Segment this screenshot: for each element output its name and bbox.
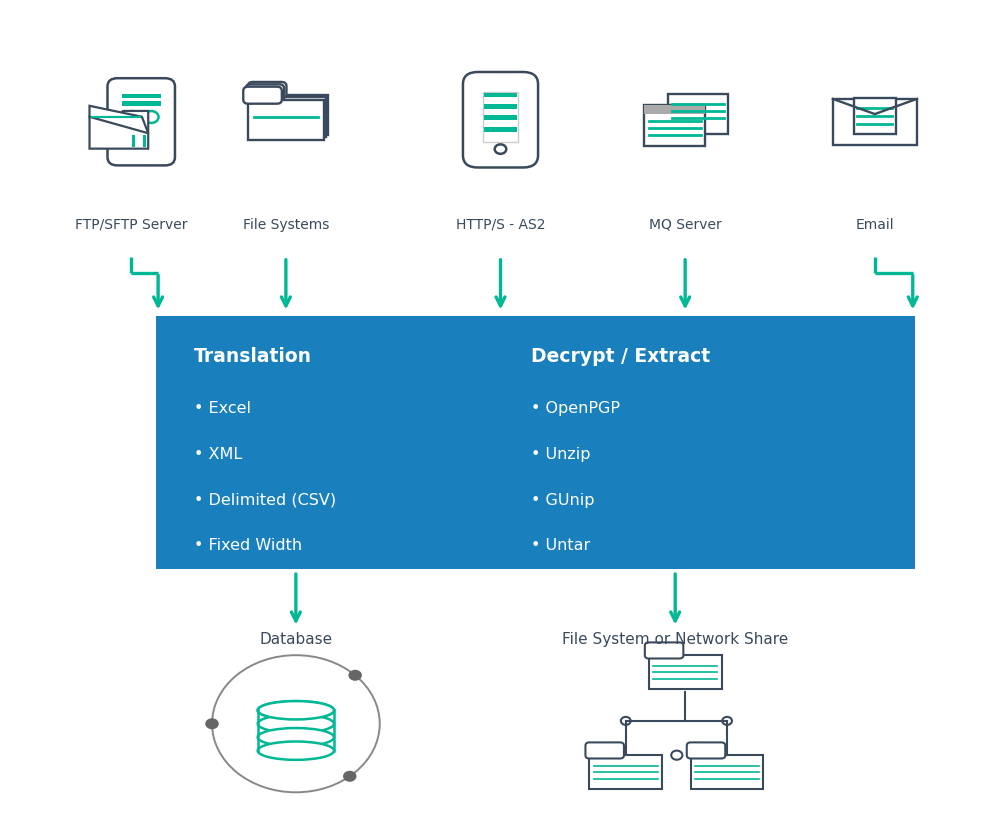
FancyBboxPatch shape xyxy=(250,97,326,138)
Circle shape xyxy=(348,670,362,681)
Polygon shape xyxy=(89,106,148,133)
FancyBboxPatch shape xyxy=(243,87,282,104)
FancyBboxPatch shape xyxy=(122,102,160,106)
FancyBboxPatch shape xyxy=(484,115,517,120)
FancyBboxPatch shape xyxy=(245,84,284,102)
FancyBboxPatch shape xyxy=(586,742,624,758)
Ellipse shape xyxy=(257,714,334,733)
Text: File System or Network Share: File System or Network Share xyxy=(563,632,789,647)
FancyBboxPatch shape xyxy=(645,642,684,658)
Text: • Untar: • Untar xyxy=(532,538,591,554)
Ellipse shape xyxy=(257,728,334,746)
FancyBboxPatch shape xyxy=(484,104,517,109)
Text: Database: Database xyxy=(259,632,332,647)
Text: • Unzip: • Unzip xyxy=(532,447,591,462)
FancyBboxPatch shape xyxy=(649,655,722,690)
Text: • OpenPGP: • OpenPGP xyxy=(532,401,621,416)
Text: • Delimited (CSV): • Delimited (CSV) xyxy=(194,493,336,508)
Circle shape xyxy=(722,717,732,725)
FancyBboxPatch shape xyxy=(484,127,517,132)
FancyBboxPatch shape xyxy=(833,99,917,145)
Text: • Excel: • Excel xyxy=(194,401,251,416)
FancyBboxPatch shape xyxy=(645,106,705,146)
Text: Email: Email xyxy=(856,218,894,232)
FancyBboxPatch shape xyxy=(253,95,328,135)
FancyBboxPatch shape xyxy=(645,106,705,114)
FancyBboxPatch shape xyxy=(248,100,323,140)
FancyBboxPatch shape xyxy=(248,82,286,99)
Text: FTP/SFTP Server: FTP/SFTP Server xyxy=(75,218,187,232)
Ellipse shape xyxy=(257,701,334,719)
Text: • Fixed Width: • Fixed Width xyxy=(194,538,302,554)
FancyBboxPatch shape xyxy=(484,93,517,97)
Circle shape xyxy=(672,750,683,760)
FancyBboxPatch shape xyxy=(854,98,896,133)
FancyBboxPatch shape xyxy=(156,315,915,568)
Text: • GUnip: • GUnip xyxy=(532,493,595,508)
Ellipse shape xyxy=(257,701,334,719)
Text: MQ Server: MQ Server xyxy=(649,218,722,232)
Text: Decrypt / Extract: Decrypt / Extract xyxy=(532,346,711,365)
FancyBboxPatch shape xyxy=(691,755,764,790)
Ellipse shape xyxy=(257,741,334,760)
Circle shape xyxy=(621,717,631,725)
Circle shape xyxy=(343,771,356,782)
FancyBboxPatch shape xyxy=(462,72,539,168)
Polygon shape xyxy=(89,111,148,149)
Text: • XML: • XML xyxy=(194,447,242,462)
FancyBboxPatch shape xyxy=(107,78,175,165)
FancyBboxPatch shape xyxy=(687,742,726,758)
Text: HTTP/S - AS2: HTTP/S - AS2 xyxy=(455,218,546,232)
Text: Translation: Translation xyxy=(194,346,312,365)
Text: File Systems: File Systems xyxy=(242,218,329,232)
FancyBboxPatch shape xyxy=(668,94,729,134)
Circle shape xyxy=(205,718,219,729)
FancyBboxPatch shape xyxy=(122,93,160,98)
FancyBboxPatch shape xyxy=(483,92,518,143)
FancyBboxPatch shape xyxy=(590,755,662,790)
